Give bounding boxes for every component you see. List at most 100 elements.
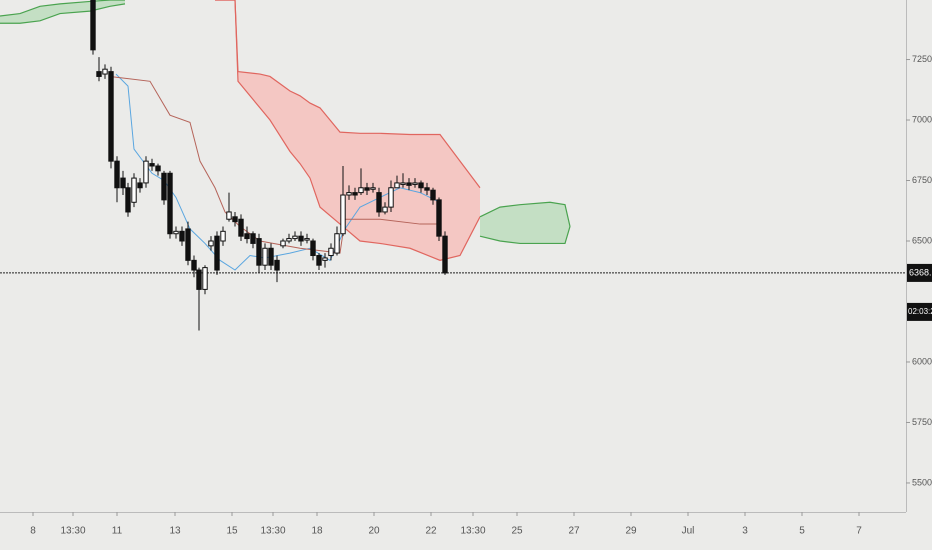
candle-body bbox=[250, 233, 256, 244]
candle-body bbox=[430, 189, 436, 201]
candle-body bbox=[202, 267, 208, 290]
candle-body bbox=[322, 257, 328, 261]
candle-body bbox=[346, 192, 352, 196]
candle-body bbox=[167, 172, 173, 235]
candle-body bbox=[238, 218, 244, 237]
candle-body bbox=[131, 177, 137, 203]
candle-body bbox=[280, 240, 286, 247]
candle-body bbox=[226, 211, 232, 220]
candle-body bbox=[442, 235, 448, 274]
candle-body bbox=[292, 235, 298, 240]
candle-body bbox=[143, 160, 149, 184]
y-tick-label: 6000.0 bbox=[912, 356, 932, 366]
y-tick-label: 5750.0 bbox=[912, 417, 932, 427]
candle-body bbox=[149, 163, 155, 167]
candle-body bbox=[96, 71, 102, 77]
y-tick-label: 6500.0 bbox=[912, 235, 932, 245]
candle-body bbox=[191, 259, 197, 271]
candle-body bbox=[316, 255, 322, 266]
x-tick-label: 25 bbox=[511, 526, 523, 537]
y-tick-label: 6750.0 bbox=[912, 175, 932, 185]
cloud-edge bbox=[215, 0, 481, 189]
candle-body bbox=[382, 206, 388, 213]
candle-body bbox=[114, 160, 120, 189]
candle-body bbox=[406, 182, 412, 186]
candle-body bbox=[298, 235, 304, 242]
cloud bbox=[480, 202, 570, 244]
candle-body bbox=[286, 238, 292, 242]
candle-body bbox=[244, 233, 250, 240]
candle-body bbox=[370, 187, 376, 190]
indicator-line bbox=[109, 75, 440, 254]
x-tick-label: Jul bbox=[682, 526, 695, 537]
x-tick-label: 11 bbox=[112, 526, 123, 537]
countdown-label: 02:03:27 bbox=[908, 307, 932, 316]
candle-body bbox=[304, 238, 310, 241]
candle-body bbox=[358, 187, 364, 194]
candle-body bbox=[196, 269, 202, 290]
x-tick-label: 18 bbox=[311, 526, 323, 537]
candle-body bbox=[424, 187, 430, 191]
x-tick-label: 13 bbox=[169, 526, 181, 537]
candle-body bbox=[256, 238, 262, 266]
x-tick-label: 8 bbox=[30, 526, 36, 537]
cloud-edge bbox=[215, 0, 481, 261]
candle-body bbox=[328, 247, 334, 257]
x-tick-label: 29 bbox=[625, 526, 637, 537]
candle-body bbox=[185, 228, 191, 261]
candle-body bbox=[220, 230, 226, 242]
cloud-edge bbox=[0, 3, 126, 24]
candle-body bbox=[102, 68, 108, 75]
candle-body bbox=[179, 230, 185, 242]
candle-body bbox=[173, 230, 179, 235]
price-tag bbox=[907, 263, 932, 282]
candle-body bbox=[262, 247, 268, 266]
candle-body bbox=[352, 192, 358, 196]
candle-body bbox=[214, 235, 220, 271]
candle-body bbox=[155, 165, 161, 172]
candle-body bbox=[120, 177, 126, 189]
x-tick-label: 13:30 bbox=[60, 526, 85, 537]
candle-body bbox=[436, 199, 442, 237]
candle-body bbox=[418, 182, 424, 189]
candle-body bbox=[388, 187, 394, 208]
candle-body bbox=[364, 187, 370, 191]
candle-body bbox=[137, 182, 143, 189]
candle-body bbox=[232, 216, 238, 223]
candle-body bbox=[274, 259, 280, 271]
y-tick-label: 7250.0 bbox=[912, 54, 932, 64]
cloud-edge bbox=[0, 0, 125, 17]
x-tick-label: 27 bbox=[568, 526, 580, 537]
candle-body bbox=[90, 0, 96, 51]
candle-body bbox=[108, 71, 114, 162]
x-tick-label: 20 bbox=[368, 526, 380, 537]
cloud bbox=[215, 0, 480, 261]
cloud-edge bbox=[479, 201, 571, 227]
y-tick-label: 5500.0 bbox=[912, 477, 932, 487]
candle-body bbox=[400, 182, 406, 185]
x-tick-label: 15 bbox=[226, 526, 238, 537]
indicator-line bbox=[115, 73, 441, 271]
candle-body bbox=[310, 240, 316, 257]
candle-body bbox=[334, 233, 340, 254]
x-tick-label: 22 bbox=[425, 526, 437, 537]
x-tick-label: 3 bbox=[742, 526, 748, 537]
price-tag-label: 6368.1 bbox=[909, 267, 932, 277]
x-tick-label: 13:30 bbox=[260, 526, 285, 537]
countdown-tag bbox=[907, 302, 932, 321]
x-tick-label: 13:30 bbox=[460, 526, 485, 537]
x-tick-label: 7 bbox=[856, 526, 862, 537]
candle-body bbox=[268, 247, 274, 266]
candle-body bbox=[394, 182, 400, 189]
candle-body bbox=[412, 182, 418, 185]
x-tick-label: 5 bbox=[799, 526, 805, 537]
candle-body bbox=[340, 194, 346, 235]
candle-body bbox=[208, 240, 214, 247]
y-tick-label: 7000.0 bbox=[912, 114, 932, 124]
candle-body bbox=[125, 187, 131, 213]
candle-body bbox=[376, 192, 382, 213]
candle-body bbox=[161, 172, 167, 201]
